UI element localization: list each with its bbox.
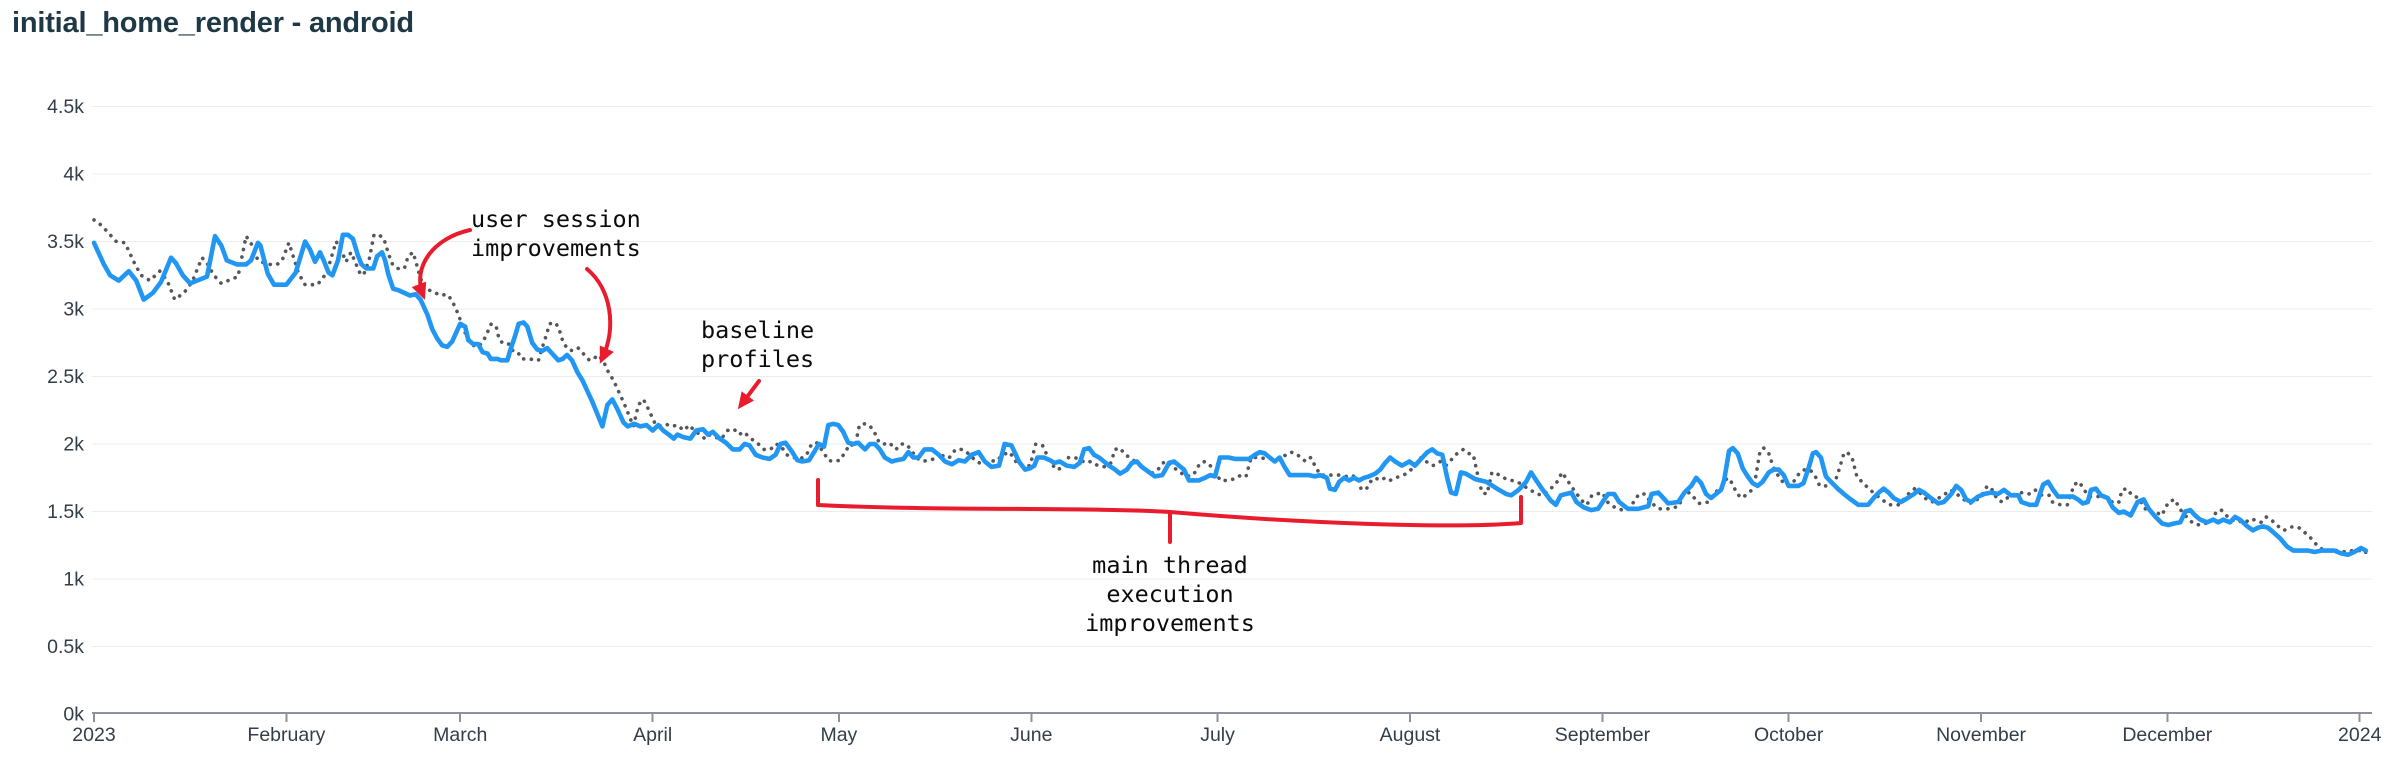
y-axis-label: 2.5k — [47, 366, 84, 388]
x-axis-label: August — [1380, 724, 1441, 746]
x-axis-label: December — [2122, 724, 2212, 746]
chart-title: initial_home_render - android — [12, 7, 414, 39]
annotation-baseline-profiles-line1: baseline — [701, 316, 815, 344]
x-axis-label: 2024 — [2338, 724, 2382, 746]
x-axis-label: September — [1555, 724, 1651, 746]
x-axis-label: March — [433, 724, 487, 746]
y-axis-label: 4k — [63, 164, 84, 186]
annotation-arrow-user-session-1 — [411, 228, 472, 300]
annotation-baseline-profiles-line2: profiles — [701, 345, 815, 373]
y-axis-label: 3.5k — [47, 231, 84, 253]
x-axis-label: October — [1754, 724, 1824, 746]
annotation-main-thread: main thread execution improvements — [1085, 551, 1255, 638]
x-axis-label: 2023 — [72, 724, 115, 746]
y-axis-label: 0.5k — [47, 636, 84, 658]
y-axis-label: 1.5k — [47, 501, 84, 523]
x-axis-label: February — [247, 724, 325, 746]
annotation-arrow-baseline-profiles — [737, 379, 761, 410]
x-axis-label: April — [633, 724, 672, 746]
y-axis-label: 1k — [63, 569, 84, 591]
x-axis-label: July — [1200, 724, 1235, 746]
series-solid-line — [91, 232, 2369, 557]
annotation-user-session: user session improvements — [471, 205, 641, 263]
annotation-user-session-line1: user session — [471, 205, 641, 233]
x-axis-label: May — [820, 724, 857, 746]
annotation-arrow-user-session-2 — [585, 267, 614, 364]
y-axis-label: 0k — [63, 704, 84, 726]
annotation-main-thread-line1: main thread — [1092, 551, 1248, 579]
annotation-baseline-profiles: baseline profiles — [701, 316, 814, 374]
x-axis-label: June — [1010, 724, 1052, 746]
y-axis-label: 2k — [63, 434, 84, 456]
y-axis-label: 4.5k — [47, 96, 84, 118]
annotation-user-session-line2: improvements — [471, 234, 641, 262]
x-axis-label: November — [1936, 724, 2026, 746]
annotation-main-thread-line3: improvements — [1085, 609, 1255, 637]
annotation-main-thread-line2: execution — [1106, 580, 1234, 608]
y-axis-label: 3k — [63, 299, 84, 321]
